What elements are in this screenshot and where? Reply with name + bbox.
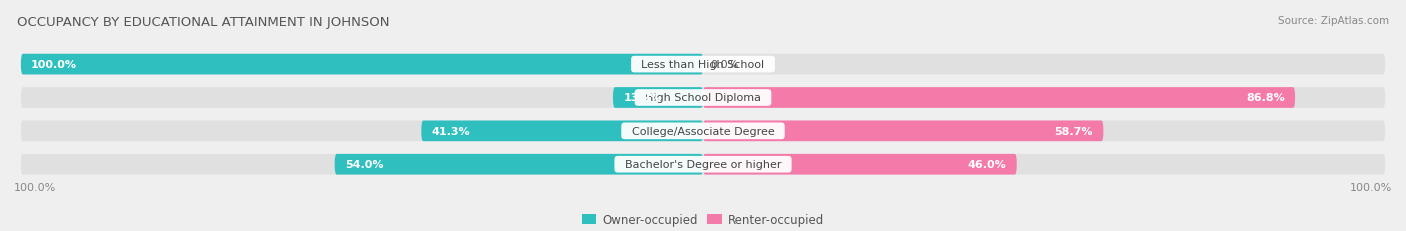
Text: 100.0%: 100.0% — [31, 60, 77, 70]
FancyBboxPatch shape — [703, 154, 1017, 175]
Text: 86.8%: 86.8% — [1246, 93, 1285, 103]
Text: 54.0%: 54.0% — [344, 160, 384, 170]
FancyBboxPatch shape — [21, 88, 1385, 108]
Legend: Owner-occupied, Renter-occupied: Owner-occupied, Renter-occupied — [578, 209, 828, 231]
Text: 58.7%: 58.7% — [1054, 126, 1094, 136]
Text: OCCUPANCY BY EDUCATIONAL ATTAINMENT IN JOHNSON: OCCUPANCY BY EDUCATIONAL ATTAINMENT IN J… — [17, 16, 389, 29]
Text: Source: ZipAtlas.com: Source: ZipAtlas.com — [1278, 16, 1389, 26]
FancyBboxPatch shape — [21, 55, 1385, 75]
Text: High School Diploma: High School Diploma — [638, 93, 768, 103]
Text: 46.0%: 46.0% — [967, 160, 1007, 170]
FancyBboxPatch shape — [703, 121, 1104, 142]
FancyBboxPatch shape — [613, 88, 703, 108]
FancyBboxPatch shape — [335, 154, 703, 175]
Text: 100.0%: 100.0% — [14, 182, 56, 192]
Text: 0.0%: 0.0% — [710, 60, 738, 70]
FancyBboxPatch shape — [703, 88, 1295, 108]
Text: College/Associate Degree: College/Associate Degree — [624, 126, 782, 136]
FancyBboxPatch shape — [21, 55, 703, 75]
FancyBboxPatch shape — [21, 121, 1385, 142]
Text: Less than High School: Less than High School — [634, 60, 772, 70]
FancyBboxPatch shape — [21, 154, 1385, 175]
Text: 41.3%: 41.3% — [432, 126, 470, 136]
Text: Bachelor's Degree or higher: Bachelor's Degree or higher — [617, 160, 789, 170]
Text: 13.2%: 13.2% — [623, 93, 662, 103]
FancyBboxPatch shape — [422, 121, 703, 142]
Text: 100.0%: 100.0% — [1350, 182, 1392, 192]
